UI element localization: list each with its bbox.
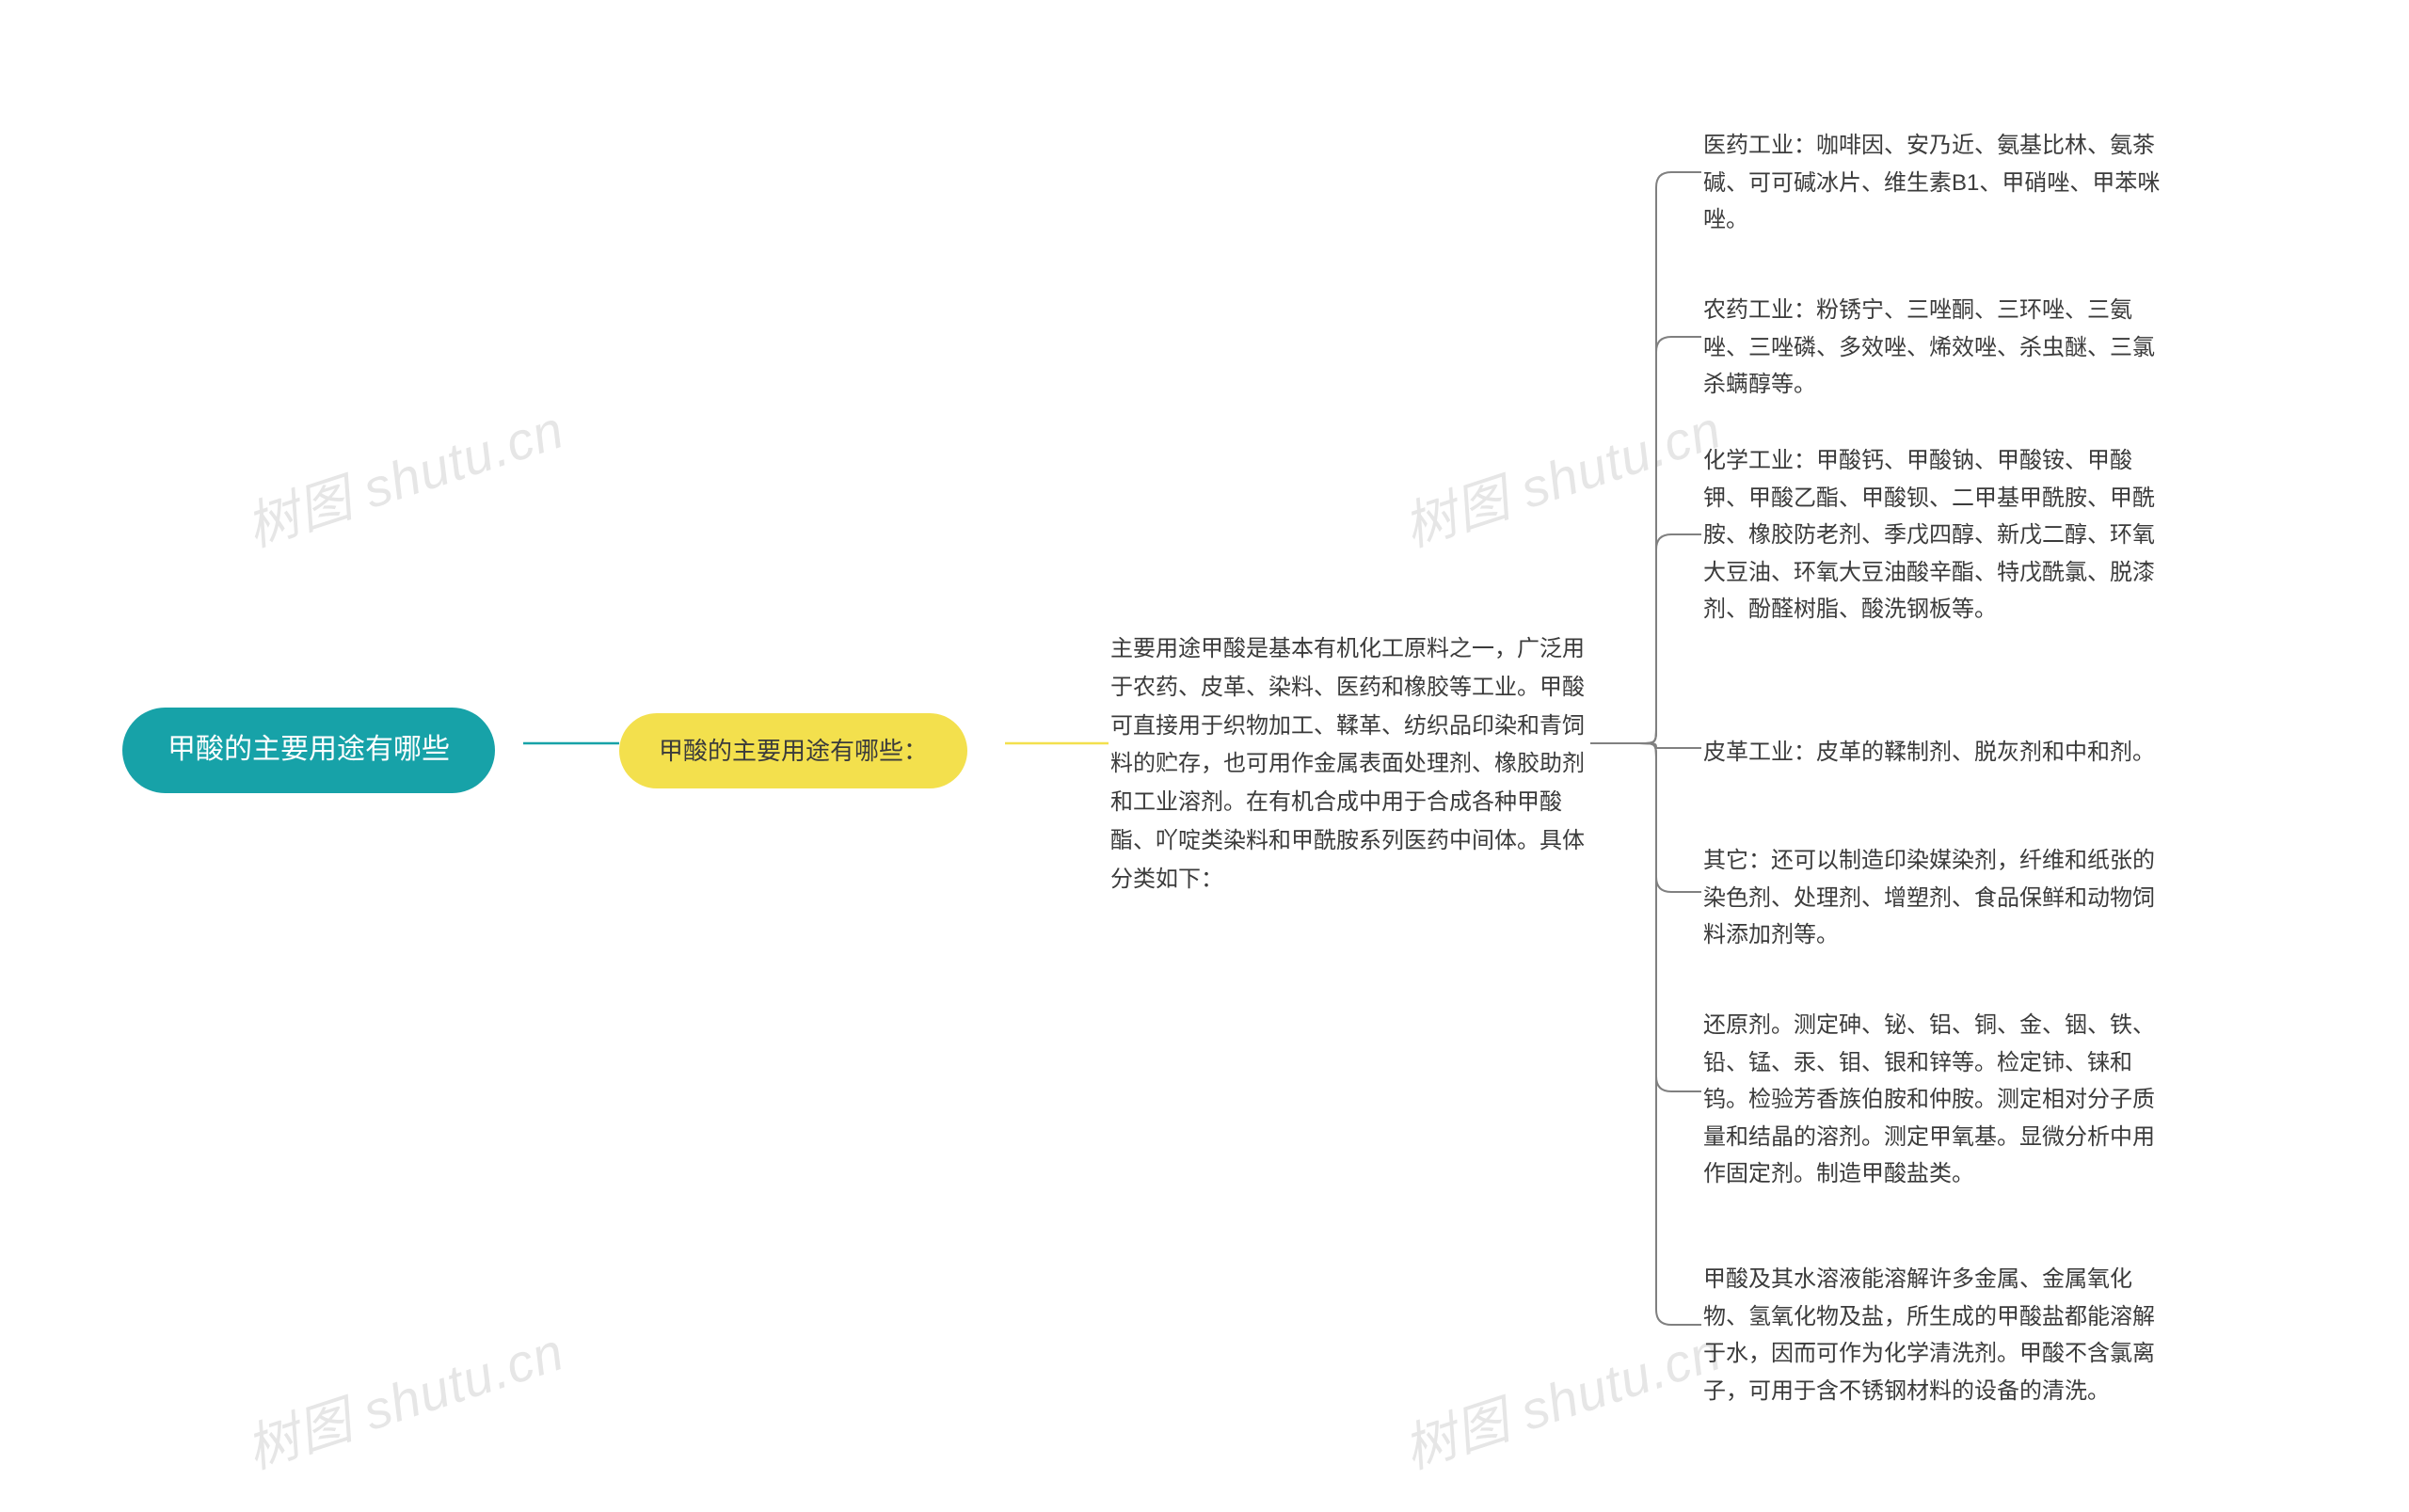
leaf-node[interactable]: 化学工业：甲酸钙、甲酸钠、甲酸铵、甲酸钾、甲酸乙酯、甲酸钡、二甲基甲酰胺、甲酰胺…: [1703, 442, 2164, 629]
leaf-node[interactable]: 还原剂。测定砷、铋、铝、铜、金、铟、铁、铅、锰、汞、钼、银和锌等。检定铈、铼和钨…: [1703, 1007, 2164, 1193]
leaf-node[interactable]: 其它：还可以制造印染媒染剂，纤维和纸张的染色剂、处理剂、增塑剂、食品保鲜和动物饲…: [1703, 842, 2164, 954]
watermark: 树图 shutu.cn: [235, 388, 572, 562]
watermark: 树图 shutu.cn: [1393, 1310, 1730, 1484]
leaf-node[interactable]: 甲酸及其水溶液能溶解许多金属、金属氧化物、氢氧化物及盐，所生成的甲酸盐都能溶解于…: [1703, 1261, 2164, 1409]
leaf-node[interactable]: 医药工业：咖啡因、安乃近、氨基比林、氨茶碱、可可碱冰片、维生素B1、甲硝唑、甲苯…: [1703, 127, 2164, 239]
description-node[interactable]: 主要用途甲酸是基本有机化工原料之一，广泛用于农药、皮革、染料、医药和橡胶等工业。…: [1110, 630, 1586, 899]
mindmap-canvas: 树图 shutu.cn 树图 shutu.cn 树图 shutu.cn 树图 s…: [0, 0, 2409, 1512]
leaf-node[interactable]: 皮革工业：皮革的鞣制剂、脱灰剂和中和剂。: [1703, 734, 2164, 772]
watermark: 树图 shutu.cn: [235, 1310, 572, 1484]
watermark: 树图 shutu.cn: [1393, 388, 1730, 562]
leaf-node[interactable]: 农药工业：粉锈宁、三唑酮、三环唑、三氨唑、三唑磷、多效唑、烯效唑、杀虫醚、三氯杀…: [1703, 292, 2164, 404]
root-node[interactable]: 甲酸的主要用途有哪些: [122, 708, 495, 793]
level1-node[interactable]: 甲酸的主要用途有哪些：: [619, 713, 967, 788]
